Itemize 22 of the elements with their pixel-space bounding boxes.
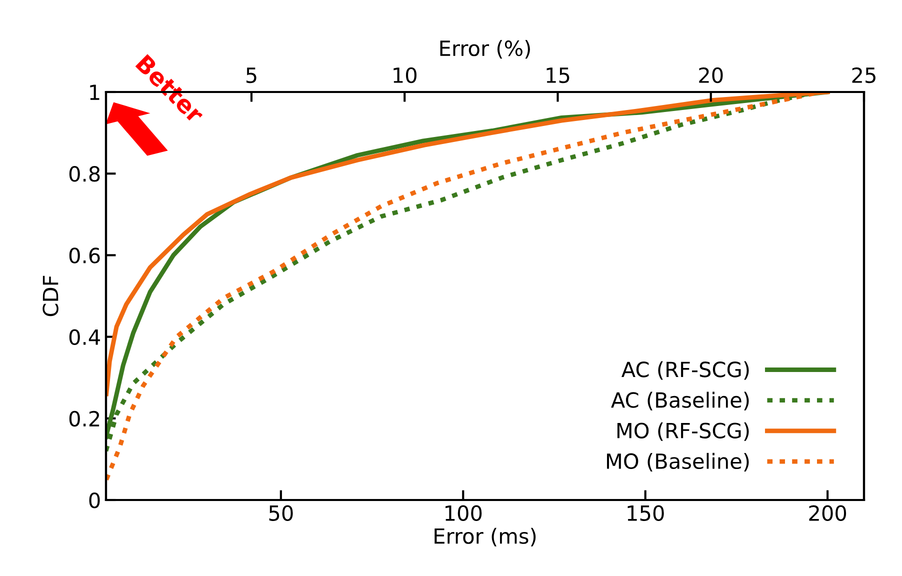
x-tick-label: 50: [269, 505, 293, 521]
x2-tick-label: 10: [394, 67, 416, 84]
legend-label: MO (Baseline): [607, 452, 749, 472]
x2-tick-label: 20: [699, 67, 723, 84]
legend-label: AC (Baseline): [611, 392, 749, 410]
x2-axis-title: Error (%): [440, 40, 530, 59]
x-tick-label: 100: [446, 505, 482, 521]
x-tick-label: 150: [628, 505, 664, 521]
y-tick-label: 0.8: [69, 166, 100, 182]
legend-label: AC (RF-SCG): [622, 361, 749, 380]
y-tick-label: 1: [90, 84, 100, 100]
y-tick-label: 0: [89, 492, 100, 508]
y-axis-title: CDF: [42, 276, 58, 316]
x2-tick-label: 5: [246, 68, 256, 84]
y-tick-label: 0.4: [69, 329, 100, 346]
x2-tick-label: 15: [546, 68, 570, 84]
y-tick-label: 0.2: [69, 410, 100, 427]
x-tick-label: 200: [809, 505, 846, 521]
x2-tick-label: 25: [852, 67, 876, 84]
x-axis-title: Error (ms): [434, 528, 536, 546]
legend-label: MO (RF-SCG): [617, 422, 749, 441]
y-tick-label: 0.6: [69, 248, 100, 264]
